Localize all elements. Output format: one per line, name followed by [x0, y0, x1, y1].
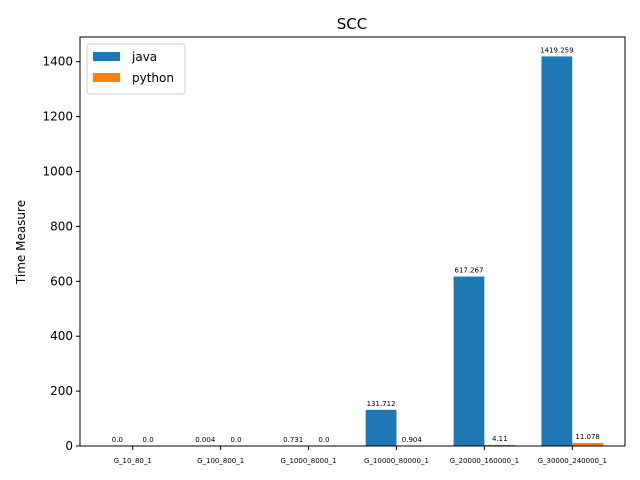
legend-label-java: java: [131, 50, 157, 64]
value-label-java-1: 0.004: [195, 436, 216, 444]
bars-group: [189, 56, 604, 447]
value-label-java-5: 1419.259: [540, 46, 573, 54]
bar-java-4: [453, 276, 485, 446]
legend-label-python: python: [132, 71, 174, 85]
value-label-python-0: 0.0: [143, 436, 154, 444]
y-tick-label-3: 600: [50, 274, 73, 288]
value-label-python-3: 0.904: [402, 436, 423, 444]
y-tick-label-7: 1400: [42, 55, 73, 69]
value-label-java-0: 0.0: [112, 436, 123, 444]
value-label-python-1: 0.0: [230, 436, 241, 444]
value-label-java-3: 131.712: [367, 400, 396, 408]
y-tick-label-4: 800: [50, 219, 73, 233]
value-labels-group: 0.0 0.004 0.731 131.712 617.267 1419.259 0.0 0.…: [112, 46, 600, 444]
y-tick-label-6: 1200: [42, 110, 73, 124]
bar-python-4: [484, 444, 516, 446]
x-tick-label-2: G_1000_8000_1: [281, 457, 337, 465]
value-label-python-4: 4.11: [492, 435, 508, 443]
legend-swatch-python: [93, 73, 120, 82]
y-axis: 0 200 400 600 800 1000 1200 1400: [42, 55, 80, 453]
x-tick-label-5: G_30000_240000_1: [538, 457, 607, 465]
x-tick-label-3: G_10000_80000_1: [364, 457, 429, 465]
bar-python-5: [572, 442, 604, 446]
x-tick-label-4: G_20000_160000_1: [450, 457, 519, 465]
x-tick-label-1: G_100_800_1: [197, 457, 244, 465]
legend: java python: [86, 43, 186, 95]
value-label-python-2: 0.0: [318, 436, 329, 444]
axes-frame: [79, 36, 626, 447]
value-label-java-2: 0.731: [283, 436, 303, 444]
y-axis-label: Time Measure: [14, 200, 28, 285]
y-tick-label-5: 1000: [42, 165, 73, 179]
bar-java-3: [365, 409, 397, 446]
x-tick-label-0: G_10_80_1: [114, 457, 152, 465]
value-label-python-5: 11.078: [575, 433, 600, 441]
y-tick-label-0: 0: [65, 439, 73, 453]
x-axis: G_10_80_1 G_100_800_1 G_1000_8000_1 G_10000…: [114, 446, 607, 465]
bar-java-5: [541, 56, 573, 447]
legend-swatch-java: [93, 52, 120, 61]
y-tick-label-2: 400: [50, 329, 73, 343]
y-tick-label-1: 200: [50, 384, 73, 398]
chart-title: SCC: [337, 15, 367, 33]
value-label-java-4: 617.267: [454, 267, 483, 275]
